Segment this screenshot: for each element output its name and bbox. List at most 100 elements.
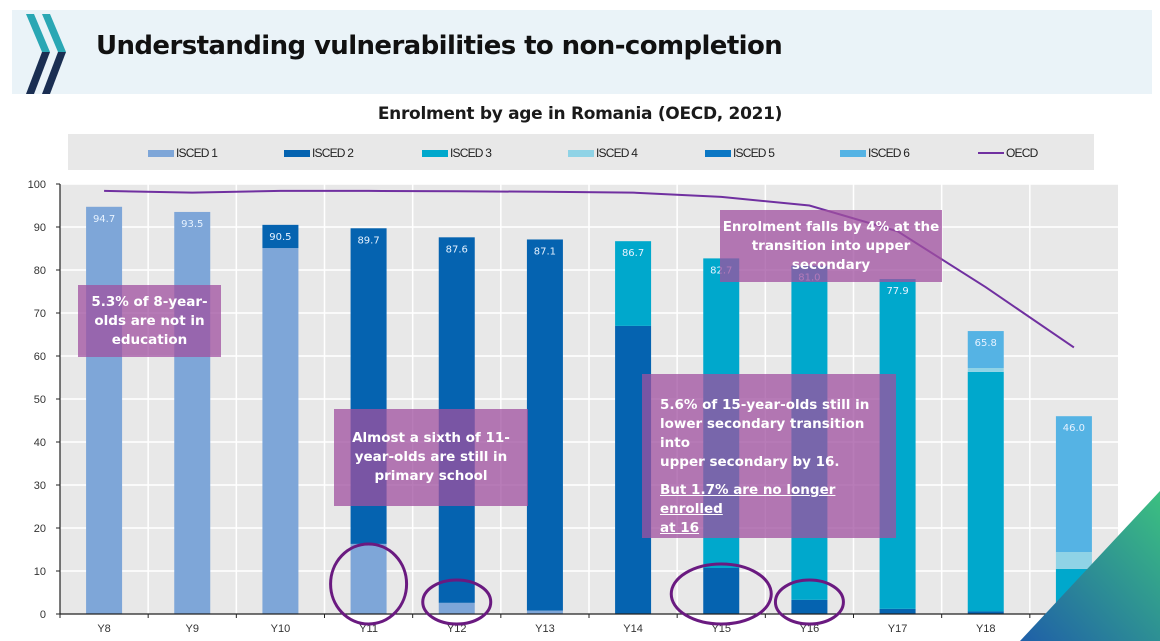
bar-isced2-y10 — [262, 224, 299, 249]
y-tick-label: 90 — [34, 222, 46, 234]
y-tick-label: 50 — [34, 394, 46, 406]
slide-title: Understanding vulnerabilities to non-com… — [96, 31, 783, 61]
bar-isced3-y14 — [615, 241, 652, 326]
legend-swatch-isced4 — [568, 149, 594, 157]
y-tick-label: 10 — [34, 566, 46, 578]
callout-text: 5.3% of 8-year- — [91, 293, 208, 310]
y-tick-label: 30 — [34, 480, 46, 492]
highlight-circle-y11 — [329, 542, 409, 626]
legend-swatch-isced6 — [840, 149, 866, 157]
data-label-y12: 87.6 — [446, 244, 468, 255]
y-tick-label: 0 — [40, 609, 46, 621]
x-tick-label-y17: Y17 — [888, 623, 908, 635]
x-tick-label-y12: Y12 — [447, 623, 467, 635]
y-tick-label: 60 — [34, 351, 46, 363]
x-tick-label-y9: Y9 — [186, 623, 199, 635]
legend-label: ISCED 2 — [312, 146, 354, 160]
legend-swatch-isced5 — [705, 149, 731, 157]
callout-text: secondary — [791, 256, 871, 273]
data-label-y14: 86.7 — [622, 248, 644, 259]
slide-header — [12, 10, 1152, 94]
data-label-y17: 77.9 — [886, 286, 908, 297]
callout-text: 5.6% of 15-year-olds still in — [660, 397, 870, 413]
callout-text: primary school — [374, 468, 488, 484]
legend-item-isced2: ISCED 2 — [284, 146, 354, 160]
callout-text: lower secondary transition into — [660, 416, 865, 451]
oecd-logo-icon — [26, 14, 66, 94]
bar-isced6-y19 — [1055, 416, 1092, 553]
bar-isced2-y18 — [967, 611, 1004, 614]
x-tick-label-y11: Y11 — [359, 623, 378, 635]
legend-label: ISCED 6 — [868, 146, 910, 160]
legend-item-oecd: OECD — [978, 146, 1038, 160]
data-label-y10: 90.5 — [269, 232, 291, 243]
y-tick-label: 80 — [34, 265, 46, 277]
highlight-circle-y16 — [773, 578, 845, 626]
y-tick-label: 20 — [34, 523, 46, 535]
legend-item-isced1: ISCED 1 — [148, 146, 218, 160]
callout-text: year-olds are still in — [354, 449, 508, 465]
y-tick-label: 70 — [34, 308, 46, 320]
bar-isced1-y13 — [526, 610, 563, 614]
chart-title: Enrolment by age in Romania (OECD, 2021) — [377, 104, 783, 124]
data-label-y11: 89.7 — [357, 235, 379, 246]
bar-isced2-y13 — [526, 239, 563, 611]
x-tick-label-y15: Y15 — [711, 623, 731, 635]
legend-item-isced6: ISCED 6 — [840, 146, 910, 160]
x-tick-label-y13: Y13 — [535, 623, 555, 635]
callout-text: at 16 — [660, 520, 700, 536]
legend-label: OECD — [1006, 146, 1038, 160]
data-label-y8: 94.7 — [93, 214, 115, 225]
bar-isced2-y15 — [703, 567, 740, 614]
callout-text: education — [111, 331, 188, 348]
legend-swatch-isced1 — [148, 149, 174, 157]
corner-decoration — [1020, 491, 1160, 641]
bar-isced1-y8 — [86, 206, 123, 615]
highlight-circle-y12 — [421, 578, 493, 626]
bar-isced3-y18 — [967, 371, 1004, 612]
legend-item-isced4: ISCED 4 — [568, 146, 638, 160]
legend-swatch-oecd — [978, 152, 1004, 154]
callout-text: upper secondary by 16. — [660, 454, 840, 470]
y-tick-label: 40 — [34, 437, 46, 449]
x-tick-label-y8: Y8 — [97, 623, 110, 635]
legend-item-isced5: ISCED 5 — [705, 146, 775, 160]
callout-text: But 1.7% are no longer enrolled — [660, 482, 836, 517]
x-tick-label-y16: Y16 — [800, 623, 820, 635]
legend-swatch-isced2 — [284, 149, 310, 157]
data-label-y13: 87.1 — [534, 246, 556, 257]
legend-label: ISCED 5 — [733, 146, 775, 160]
chart-legend: ISCED 1 ISCED 2 ISCED 3 ISCED 4 ISCED 5 … — [68, 134, 1094, 170]
legend-label: ISCED 1 — [176, 146, 218, 160]
bar-isced2-y17 — [879, 608, 916, 614]
y-tick-label: 100 — [28, 179, 46, 191]
data-label-y9: 93.5 — [181, 219, 203, 230]
bar-isced6-y18 — [967, 331, 1004, 369]
data-label-y19: 46.0 — [1063, 423, 1085, 434]
legend-swatch-isced3 — [422, 149, 448, 157]
bar-isced1-y11 — [350, 543, 387, 614]
callout-text: Enrolment falls by 4% at the — [722, 218, 940, 235]
highlight-circle-y15 — [669, 562, 773, 626]
callout-upper-secondary: Enrolment falls by 4% at the transition … — [720, 210, 942, 282]
callout-11yo: Almost a sixth of 11- year-olds are stil… — [334, 409, 528, 506]
callout-text: transition into upper — [751, 237, 911, 254]
bar-isced1-y12 — [438, 602, 475, 614]
legend-label: ISCED 3 — [450, 146, 492, 160]
x-tick-label-y10: Y10 — [271, 623, 291, 635]
callout-15yo: 5.6% of 15-year-olds still in lower seco… — [642, 374, 896, 538]
callout-text: Almost a sixth of 11- — [352, 430, 510, 446]
callout-text: olds are not in — [94, 312, 205, 329]
x-tick-label-y14: Y14 — [623, 623, 643, 635]
bar-isced4-y19 — [1055, 552, 1092, 569]
callout-8yo: 5.3% of 8-year- olds are not in educatio… — [78, 285, 221, 357]
bar-isced2-y16 — [791, 599, 828, 614]
legend-item-isced3: ISCED 3 — [422, 146, 492, 160]
bar-isced1-y9 — [174, 211, 211, 614]
bar-isced4-y18 — [967, 368, 1004, 372]
data-label-y18: 65.8 — [975, 338, 997, 349]
bar-isced1-y10 — [262, 248, 299, 614]
legend-label: ISCED 4 — [596, 146, 638, 160]
x-tick-label-y18: Y18 — [976, 623, 996, 635]
